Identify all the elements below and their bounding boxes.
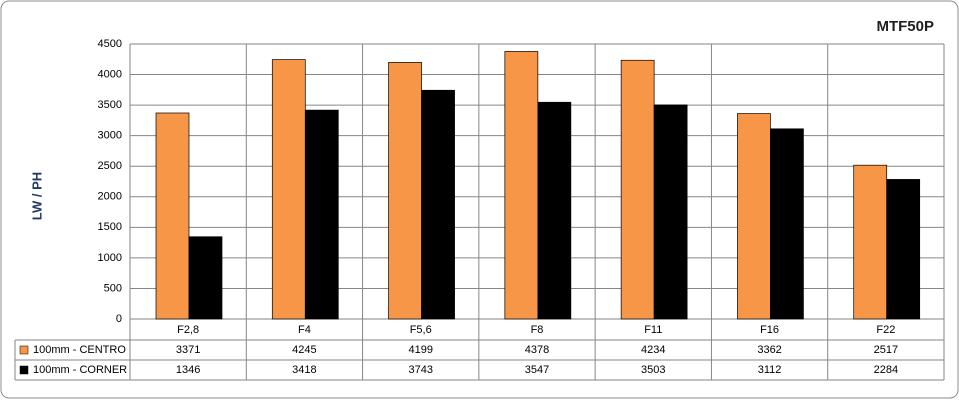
y-tick-label: 3000 bbox=[98, 130, 122, 142]
table-value: 4199 bbox=[408, 344, 432, 356]
table-value: 3503 bbox=[641, 364, 665, 376]
y-tick-label: 1000 bbox=[98, 252, 122, 264]
y-tick-label: 0 bbox=[116, 313, 122, 325]
table-value: 4245 bbox=[292, 344, 316, 356]
x-tick-label: F16 bbox=[760, 324, 779, 336]
bar bbox=[188, 236, 223, 320]
x-tick-label: F11 bbox=[644, 324, 662, 336]
bar bbox=[155, 112, 190, 320]
bar bbox=[388, 62, 422, 320]
table-value: 3547 bbox=[525, 364, 549, 376]
x-tick-label: F4 bbox=[298, 324, 311, 336]
bar bbox=[853, 164, 888, 320]
y-tick-label: 3500 bbox=[98, 99, 122, 111]
chart-title: MTF50P bbox=[876, 18, 934, 35]
table-value: 2284 bbox=[874, 364, 898, 376]
table-value: 3418 bbox=[292, 364, 316, 376]
legend-key bbox=[19, 345, 29, 355]
x-tick-label: F8 bbox=[531, 324, 544, 336]
legend-label: 100mm - CENTRO bbox=[33, 344, 126, 356]
y-axis-label: LW / PH bbox=[29, 172, 44, 220]
y-tick-label: 500 bbox=[104, 282, 122, 294]
table-value: 2517 bbox=[874, 344, 898, 356]
bar bbox=[504, 51, 539, 320]
bar bbox=[737, 113, 771, 320]
x-tick-label: F2,8 bbox=[177, 324, 199, 336]
y-tick-label: 1500 bbox=[98, 221, 122, 233]
x-tick-label: F22 bbox=[876, 324, 895, 336]
table-value: 1346 bbox=[176, 364, 200, 376]
x-tick-label: F5,6 bbox=[410, 324, 432, 336]
y-tick-label: 2000 bbox=[98, 191, 122, 203]
legend-label: 100mm - CORNER bbox=[33, 364, 127, 376]
bar bbox=[620, 59, 655, 320]
table-value: 3112 bbox=[758, 364, 782, 376]
table-value: 3371 bbox=[176, 344, 200, 356]
bar bbox=[653, 104, 688, 320]
table-value: 4378 bbox=[525, 344, 549, 356]
table-value: 3743 bbox=[408, 364, 432, 376]
y-tick-label: 4000 bbox=[98, 68, 122, 80]
table-value: 3362 bbox=[757, 344, 781, 356]
bar bbox=[304, 109, 339, 320]
bar bbox=[271, 59, 306, 320]
y-tick-label: 2500 bbox=[98, 160, 122, 172]
bar bbox=[537, 101, 572, 320]
bar bbox=[770, 128, 804, 320]
y-tick-label: 4500 bbox=[98, 38, 122, 50]
bar bbox=[421, 89, 455, 320]
table-value: 4234 bbox=[641, 344, 665, 356]
bar bbox=[886, 179, 921, 320]
legend-key bbox=[19, 365, 29, 375]
